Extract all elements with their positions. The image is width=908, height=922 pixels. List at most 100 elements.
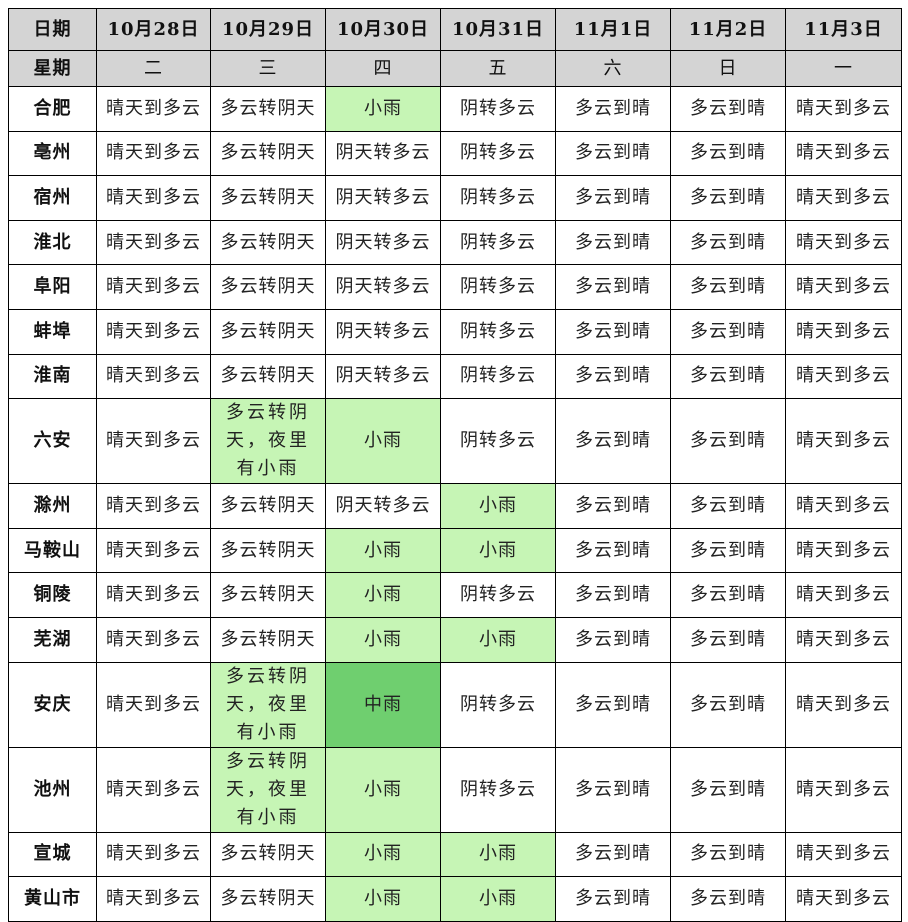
forecast-cell: 晴天到多云	[785, 831, 902, 878]
forecast-cell: 多云转阴天	[210, 353, 326, 400]
forecast-cell: 晴天到多云	[785, 616, 902, 663]
forecast-cell: 晴天到多云	[785, 86, 902, 132]
forecast-cell: 多云到晴	[555, 572, 671, 618]
table-row: 淮北 晴天到多云 多云转阴天 阴天转多云 阴转多云 多云到晴 多云到晴 晴天到多云	[8, 219, 902, 266]
date-label: 日期	[8, 8, 97, 51]
forecast-cell: 晴天到多云	[96, 661, 211, 748]
forecast-cell: 阴天转多云	[325, 483, 441, 529]
forecast-cell: 小雨	[325, 746, 441, 833]
forecast-cell: 阴转多云	[440, 746, 556, 833]
weekday-header: 四	[325, 50, 441, 87]
forecast-cell: 晴天到多云	[96, 219, 211, 266]
forecast-cell: 阴转多云	[440, 175, 556, 221]
forecast-cell: 晴天到多云	[785, 398, 902, 485]
forecast-cell: 小雨	[440, 876, 556, 922]
forecast-cell: 阴转多云	[440, 264, 556, 310]
forecast-cell: 多云转阴天	[210, 175, 326, 221]
table-row: 宣城 晴天到多云 多云转阴天 小雨 小雨 多云到晴 多云到晴 晴天到多云	[8, 831, 902, 878]
forecast-cell: 多云到晴	[555, 219, 671, 266]
forecast-cell: 多云转阴天	[210, 483, 326, 529]
forecast-cell: 晴天到多云	[96, 572, 211, 618]
forecast-cell: 多云到晴	[555, 876, 671, 922]
forecast-cell: 阴转多云	[440, 572, 556, 618]
date-header: 10月28日	[96, 8, 211, 51]
forecast-cell: 阴转多云	[440, 398, 556, 485]
forecast-cell: 多云到晴	[670, 661, 786, 748]
forecast-cell: 多云到晴	[670, 831, 786, 878]
forecast-cell: 多云转阴天	[210, 572, 326, 618]
city-name: 蚌埠	[8, 308, 97, 355]
forecast-cell: 多云到晴	[555, 175, 671, 221]
forecast-cell: 多云转阴天	[210, 86, 326, 132]
city-name: 宿州	[8, 175, 97, 221]
forecast-cell: 多云转阴天，夜里有小雨	[210, 398, 326, 485]
forecast-cell: 多云到晴	[555, 86, 671, 132]
weekday-header: 一	[785, 50, 902, 87]
city-name: 安庆	[8, 661, 97, 748]
forecast-cell: 晴天到多云	[96, 353, 211, 400]
city-name: 淮南	[8, 353, 97, 400]
forecast-cell: 晴天到多云	[785, 219, 902, 266]
forecast-cell: 阴转多云	[440, 661, 556, 748]
forecast-cell: 小雨	[440, 616, 556, 663]
weekday-header: 六	[555, 50, 671, 87]
forecast-cell: 多云到晴	[555, 527, 671, 574]
forecast-cell: 多云到晴	[670, 130, 786, 177]
weekday-label: 星期	[8, 50, 97, 87]
city-name: 合肥	[8, 86, 97, 132]
date-header-row: 日期 10月28日 10月29日 10月30日 10月31日 11月1日 11月2日 11月…	[8, 8, 902, 51]
forecast-cell: 多云到晴	[670, 353, 786, 400]
forecast-cell: 小雨	[325, 572, 441, 618]
city-name: 淮北	[8, 219, 97, 266]
forecast-cell: 晴天到多云	[96, 175, 211, 221]
forecast-cell: 晴天到多云	[785, 876, 902, 922]
forecast-cell: 多云转阴天	[210, 831, 326, 878]
forecast-cell: 多云转阴天	[210, 264, 326, 310]
table-row: 黄山市 晴天到多云 多云转阴天 小雨 小雨 多云到晴 多云到晴 晴天到多云	[8, 876, 902, 922]
table-row: 六安 晴天到多云 多云转阴天，夜里有小雨 小雨 阴转多云 多云到晴 多云到晴 晴天到多云	[8, 398, 902, 485]
forecast-cell: 阴天转多云	[325, 219, 441, 266]
forecast-cell: 晴天到多云	[785, 353, 902, 400]
forecast-cell: 阴转多云	[440, 86, 556, 132]
forecast-cell: 多云转阴天	[210, 527, 326, 574]
forecast-cell: 多云到晴	[555, 353, 671, 400]
forecast-cell: 小雨	[440, 483, 556, 529]
city-name: 亳州	[8, 130, 97, 177]
forecast-cell: 阴转多云	[440, 130, 556, 177]
forecast-cell: 小雨	[440, 527, 556, 574]
forecast-cell: 多云到晴	[670, 483, 786, 529]
date-header: 11月2日	[670, 8, 786, 51]
forecast-cell: 小雨	[325, 86, 441, 132]
forecast-cell: 晴天到多云	[96, 398, 211, 485]
forecast-cell: 多云到晴	[670, 398, 786, 485]
forecast-cell: 多云到晴	[555, 831, 671, 878]
forecast-cell: 晴天到多云	[785, 175, 902, 221]
date-header: 11月1日	[555, 8, 671, 51]
forecast-cell: 小雨	[325, 876, 441, 922]
table-row: 合肥 晴天到多云 多云转阴天 小雨 阴转多云 多云到晴 多云到晴 晴天到多云	[8, 86, 902, 132]
date-header: 10月29日	[210, 8, 326, 51]
table-row: 马鞍山 晴天到多云 多云转阴天 小雨 小雨 多云到晴 多云到晴 晴天到多云	[8, 527, 902, 574]
weekday-header: 五	[440, 50, 556, 87]
forecast-cell: 多云转阴天	[210, 130, 326, 177]
forecast-cell: 多云到晴	[670, 527, 786, 574]
date-header: 10月31日	[440, 8, 556, 51]
weekday-header: 日	[670, 50, 786, 87]
forecast-cell: 多云转阴天，夜里有小雨	[210, 746, 326, 833]
city-name: 六安	[8, 398, 97, 485]
forecast-cell: 阴天转多云	[325, 264, 441, 310]
forecast-cell: 晴天到多云	[785, 308, 902, 355]
forecast-cell: 晴天到多云	[96, 130, 211, 177]
forecast-cell: 多云到晴	[670, 219, 786, 266]
forecast-cell: 阴天转多云	[325, 353, 441, 400]
forecast-cell: 多云到晴	[670, 308, 786, 355]
city-name: 池州	[8, 746, 97, 833]
forecast-cell: 阴天转多云	[325, 175, 441, 221]
forecast-cell: 阴转多云	[440, 308, 556, 355]
table-row: 淮南 晴天到多云 多云转阴天 阴天转多云 阴转多云 多云到晴 多云到晴 晴天到多云	[8, 353, 902, 400]
city-name: 阜阳	[8, 264, 97, 310]
table-row: 亳州 晴天到多云 多云转阴天 阴天转多云 阴转多云 多云到晴 多云到晴 晴天到多云	[8, 130, 902, 177]
forecast-cell: 多云转阴天	[210, 308, 326, 355]
table-row: 蚌埠 晴天到多云 多云转阴天 阴天转多云 阴转多云 多云到晴 多云到晴 晴天到多云	[8, 308, 902, 355]
weather-forecast-table: 日期 10月28日 10月29日 10月30日 10月31日 11月1日 11月2日 11月…	[8, 8, 902, 922]
